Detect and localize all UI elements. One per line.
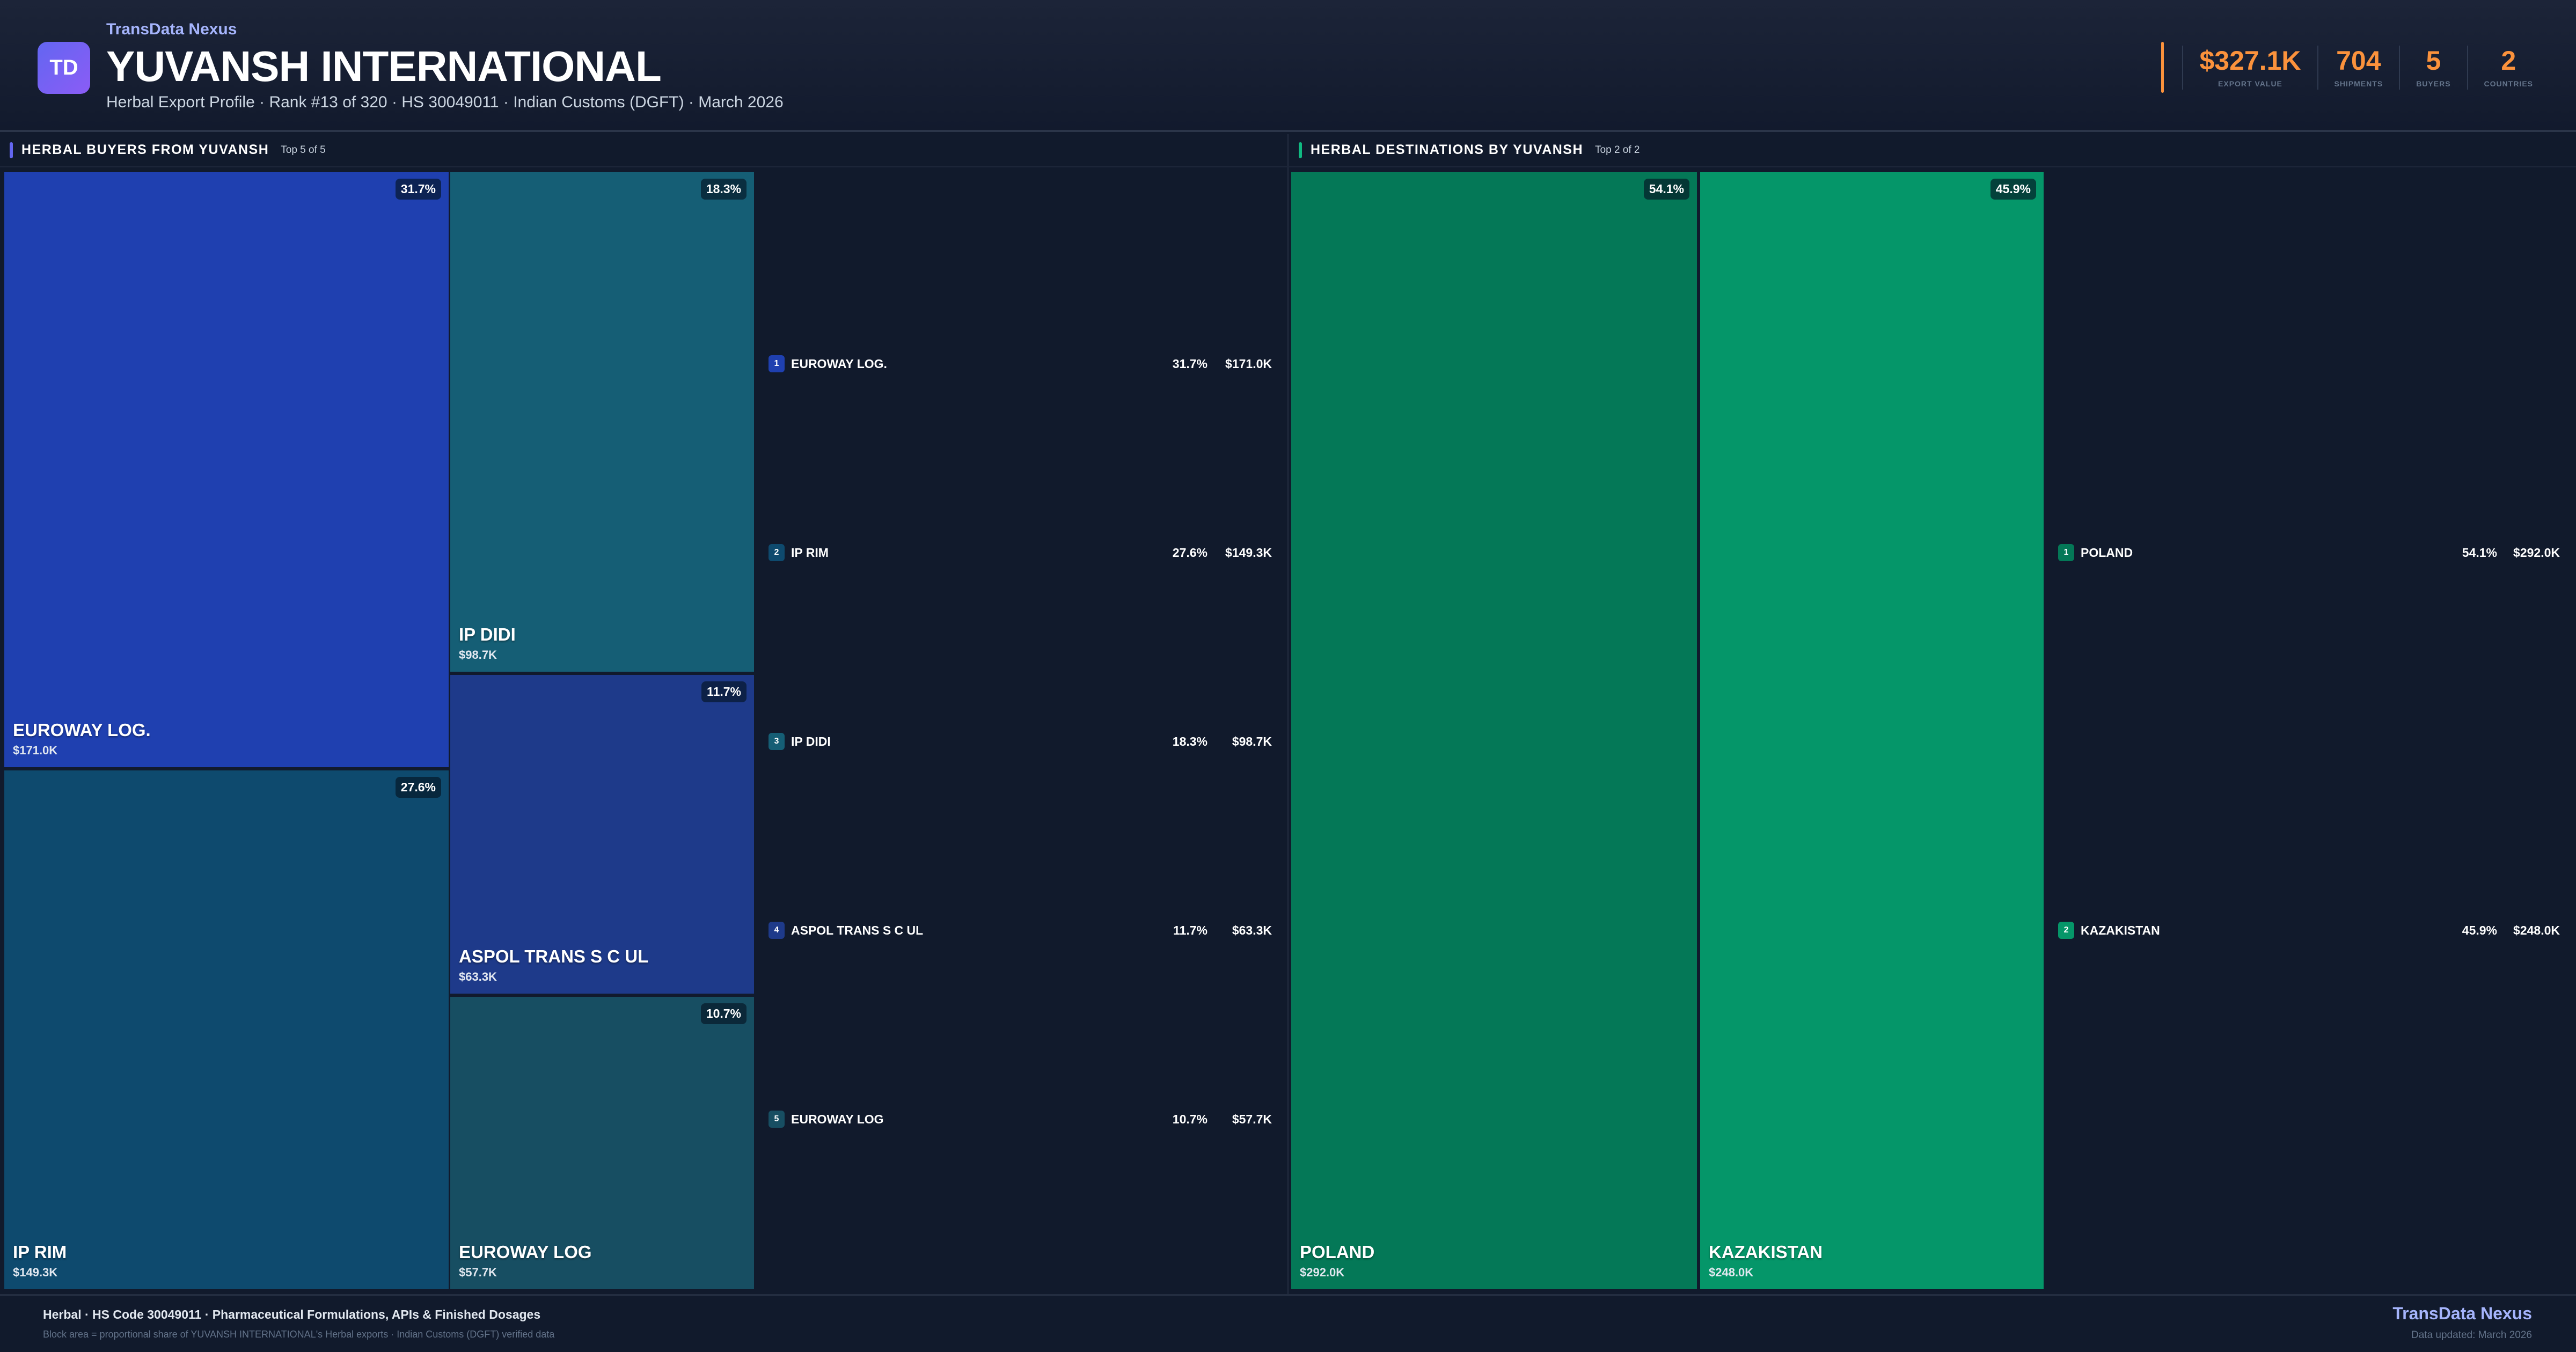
tile-value: $98.7K <box>459 648 497 662</box>
legend-name: KAZAKISTAN <box>2081 923 2160 937</box>
legend-share: 27.6% <box>1172 545 1208 560</box>
tile-value: $171.0K <box>13 744 58 757</box>
legend-value: $171.0K <box>1225 356 1272 371</box>
legend-item[interactable]: 2 IP RIM 27.6% $149.3K <box>769 542 1305 563</box>
tile-share-badge: 11.7% <box>701 681 747 702</box>
legend-value: $248.0K <box>2513 923 2560 937</box>
rank-badge: 1 <box>769 355 785 372</box>
tile-name: KAZAKISTAN <box>1709 1242 1823 1262</box>
destination-tile[interactable]: 54.1% POLAND $292.0K <box>1291 172 1697 1289</box>
section-title: HERBAL DESTINATIONS BY YUVANSH <box>1311 142 1584 157</box>
buyer-tile[interactable]: 27.6% IP RIM $149.3K <box>4 770 449 1289</box>
legend-name: ASPOL TRANS S C UL <box>791 923 924 937</box>
legend-name: EUROWAY LOG. <box>791 356 887 371</box>
kpi-shipments: 704 SHIPMENTS <box>2317 45 2399 90</box>
legend-item[interactable]: 4 ASPOL TRANS S C UL 11.7% $63.3K <box>769 920 1305 941</box>
footer-hs-description: Herbal · HS Code 30049011 · Pharmaceutic… <box>43 1307 541 1321</box>
rank-badge: 5 <box>769 1111 785 1128</box>
kpi-label: BUYERS <box>2416 79 2451 88</box>
legend-item[interactable]: 3 IP DIDI 18.3% $98.7K <box>769 731 1305 752</box>
kpi-label: SHIPMENTS <box>2334 79 2383 88</box>
rank-badge: 3 <box>769 733 785 750</box>
tile-value: $63.3K <box>459 970 497 983</box>
legend-share: 10.7% <box>1172 1112 1208 1126</box>
section-subtitle: Top 2 of 2 <box>1595 144 1640 156</box>
legend-share: 11.7% <box>1173 923 1208 937</box>
legend-share: 45.9% <box>2462 923 2497 937</box>
legend-value: $57.7K <box>1232 1112 1272 1126</box>
tile-share-badge: 31.7% <box>395 179 441 200</box>
legend-name: EUROWAY LOG <box>791 1112 884 1126</box>
logo: TD <box>38 42 90 94</box>
tile-name: EUROWAY LOG <box>459 1242 592 1262</box>
section-accent <box>1299 142 1302 158</box>
header <box>0 0 2576 132</box>
section-title: HERBAL BUYERS FROM YUVANSH <box>21 142 269 157</box>
kpi-strip: $327.1K EXPORT VALUE 704 SHIPMENTS 5 BUYERS… <box>2161 42 2549 93</box>
legend-item[interactable]: 2 KAZAKISTAN 45.9% $248.0K <box>2058 920 2576 941</box>
section-subtitle: Top 5 of 5 <box>281 144 326 156</box>
legend-share: 31.7% <box>1172 356 1208 371</box>
tile-value: $248.0K <box>1709 1266 1754 1279</box>
kpi-value: 704 <box>2336 45 2381 76</box>
kpi-value: $327.1K <box>2199 45 2301 76</box>
rank-badge: 1 <box>2058 544 2074 561</box>
legend-item[interactable]: 1 POLAND 54.1% $292.0K <box>2058 542 2576 563</box>
tile-share-badge: 45.9% <box>1990 179 2036 200</box>
tile-share-badge: 27.6% <box>395 777 441 798</box>
rank-badge: 2 <box>769 544 785 561</box>
buyer-tile[interactable]: 18.3% IP DIDI $98.7K <box>450 172 754 672</box>
legend-value: $98.7K <box>1232 734 1272 748</box>
tile-share-badge: 18.3% <box>700 179 747 200</box>
tile-name: EUROWAY LOG. <box>13 720 151 740</box>
tile-value: $292.0K <box>1300 1266 1345 1279</box>
rank-badge: 4 <box>769 922 785 939</box>
rank-badge: 2 <box>2058 922 2074 939</box>
brand-name: TransData Nexus <box>106 20 237 38</box>
buyers-section-header: HERBAL BUYERS FROM YUVANSH Top 5 of 5 <box>0 134 1287 167</box>
legend-value: $292.0K <box>2513 545 2560 560</box>
tile-value: $149.3K <box>13 1266 58 1279</box>
tile-name: IP DIDI <box>459 624 516 644</box>
footer <box>0 1294 2576 1352</box>
footer-updated: Data updated: March 2026 <box>2411 1329 2532 1341</box>
kpi-label: COUNTRIES <box>2484 79 2533 88</box>
legend-name: IP DIDI <box>791 734 831 748</box>
legend-item[interactable]: 5 EUROWAY LOG 10.7% $57.7K <box>769 1108 1305 1130</box>
legend-value: $149.3K <box>1225 545 1272 560</box>
panel-divider <box>1287 134 1289 1294</box>
legend-item[interactable]: 1 EUROWAY LOG. 31.7% $171.0K <box>769 353 1305 374</box>
page-subtitle: Herbal Export Profile · Rank #13 of 320 … <box>106 93 784 111</box>
buyer-tile[interactable]: 31.7% EUROWAY LOG. $171.0K <box>4 172 449 767</box>
section-accent <box>10 142 13 158</box>
kpi-value: 2 <box>2501 45 2516 76</box>
kpi-label: EXPORT VALUE <box>2218 79 2282 88</box>
tile-name: ASPOL TRANS S C UL <box>459 946 649 966</box>
destination-tile[interactable]: 45.9% KAZAKISTAN $248.0K <box>1700 172 2044 1289</box>
legend-share: 18.3% <box>1172 734 1208 748</box>
footer-note: Block area = proportional share of YUVAN… <box>43 1329 555 1340</box>
buyer-tile[interactable]: 11.7% ASPOL TRANS S C UL $63.3K <box>450 675 754 994</box>
legend-value: $63.3K <box>1232 923 1272 937</box>
footer-brand: TransData Nexus <box>2392 1304 2532 1323</box>
kpi-export-value: $327.1K EXPORT VALUE <box>2182 45 2317 90</box>
tile-share-badge: 54.1% <box>1643 179 1689 200</box>
buyer-tile[interactable]: 10.7% EUROWAY LOG $57.7K <box>450 997 754 1289</box>
destinations-section-header: HERBAL DESTINATIONS BY YUVANSH Top 2 of … <box>1289 134 2576 167</box>
tile-name: POLAND <box>1300 1242 1375 1262</box>
kpi-buyers: 5 BUYERS <box>2399 45 2467 90</box>
kpi-accent-bar <box>2161 42 2164 93</box>
tile-value: $57.7K <box>459 1266 497 1279</box>
page-title: YUVANSH INTERNATIONAL <box>106 42 662 90</box>
kpi-value: 5 <box>2426 45 2441 76</box>
legend-share: 54.1% <box>2462 545 2497 560</box>
legend-name: POLAND <box>2081 545 2133 560</box>
kpi-countries: 2 COUNTRIES <box>2467 45 2549 90</box>
tile-share-badge: 10.7% <box>700 1003 747 1024</box>
legend-name: IP RIM <box>791 545 829 560</box>
tile-name: IP RIM <box>13 1242 67 1262</box>
